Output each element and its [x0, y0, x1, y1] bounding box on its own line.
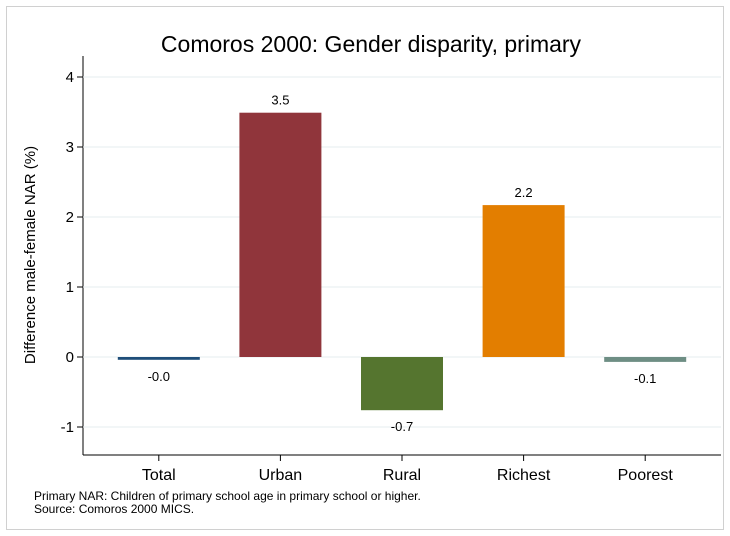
- y-tick-label: 2: [66, 209, 74, 226]
- x-tick-label-urban: Urban: [259, 467, 303, 484]
- x-tick-label-rural: Rural: [383, 467, 421, 484]
- y-axis-ticks: -1 0 1 2 3 4: [61, 69, 83, 436]
- y-tick-label: 4: [66, 69, 74, 86]
- value-label-rural: -0.7: [391, 419, 413, 434]
- value-label-total: -0.0: [148, 369, 170, 384]
- footnote-source: Source: Comoros 2000 MICS.: [34, 502, 195, 516]
- value-label-urban: 3.5: [271, 93, 289, 108]
- footnote-definition: Primary NAR: Children of primary school …: [34, 489, 421, 503]
- bar-chart: Comoros 2000: Gender disparity, primary …: [22, 31, 721, 484]
- bar-urban: [239, 112, 322, 357]
- y-tick-label: 3: [66, 139, 74, 156]
- y-tick-label: -1: [61, 419, 74, 436]
- chart-frame: Comoros 2000: Gender disparity, primary …: [6, 6, 724, 530]
- bar-total: [117, 357, 200, 360]
- chart-title: Comoros 2000: Gender disparity, primary: [161, 31, 582, 57]
- bars: [117, 112, 687, 411]
- bar-poorest: [604, 357, 687, 362]
- x-tick-label-poorest: Poorest: [618, 467, 674, 484]
- x-tick-label-richest: Richest: [497, 467, 551, 484]
- y-tick-label: 1: [66, 279, 74, 296]
- value-label-poorest: -0.1: [634, 371, 656, 386]
- value-label-richest: 2.2: [515, 185, 533, 200]
- y-tick-label: 0: [66, 349, 74, 366]
- bar-rural: [361, 357, 443, 411]
- value-labels: -0.0 3.5 -0.7 2.2 -0.1: [148, 93, 657, 435]
- x-axis-ticks: Total Urban Rural Richest Poorest: [142, 455, 673, 484]
- y-axis-label: Difference male-female NAR (%): [22, 146, 39, 364]
- x-tick-label-total: Total: [142, 467, 176, 484]
- bar-richest: [482, 205, 565, 357]
